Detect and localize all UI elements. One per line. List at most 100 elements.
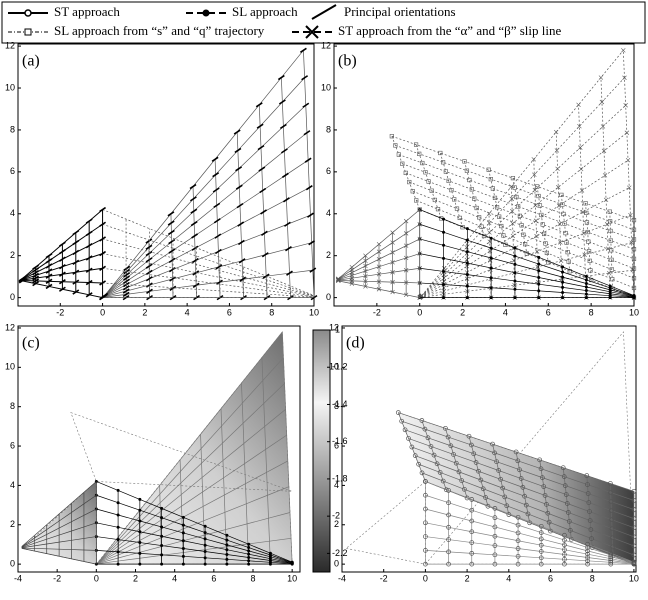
node: [561, 290, 565, 294]
mesh-line: [419, 209, 635, 296]
node: [490, 441, 495, 447]
mesh-line: [103, 132, 308, 297]
node: [122, 291, 130, 298]
y-tick-label: 0: [10, 292, 15, 302]
mesh-line: [96, 512, 291, 565]
mesh-line: [421, 472, 635, 556]
node: [465, 227, 469, 231]
legend-label: SL approach: [232, 4, 298, 19]
node: [578, 166, 584, 172]
node: [537, 289, 541, 293]
node: [32, 275, 40, 281]
node: [540, 222, 545, 227]
mesh-line: [408, 438, 635, 519]
node: [203, 562, 207, 566]
node: [423, 548, 428, 553]
node: [562, 561, 567, 567]
node: [585, 555, 590, 560]
node: [167, 220, 175, 226]
y-tick-label: 0: [334, 559, 339, 569]
node: [441, 279, 447, 284]
node: [72, 249, 80, 256]
node: [631, 256, 637, 261]
mesh-line: [425, 522, 634, 564]
node: [363, 268, 368, 274]
mesh-line: [401, 420, 635, 501]
node: [584, 473, 590, 478]
node: [517, 467, 522, 473]
node: [399, 418, 405, 424]
node: [446, 524, 451, 530]
mesh-line: [609, 211, 613, 289]
mesh-line: [533, 159, 540, 298]
node: [469, 187, 474, 192]
node: [423, 479, 428, 484]
node: [259, 187, 267, 194]
x-tick-label: 0: [423, 573, 428, 583]
node: [562, 542, 567, 548]
node: [58, 249, 66, 255]
node: [417, 266, 422, 271]
node: [608, 558, 614, 563]
node: [535, 184, 540, 189]
node: [181, 554, 185, 558]
x-tick-label: 10: [629, 307, 639, 317]
node: [225, 562, 229, 566]
shaded-region: [70, 412, 293, 492]
mesh-line: [21, 522, 97, 548]
node: [116, 525, 120, 529]
node: [414, 198, 419, 203]
node: [423, 561, 428, 567]
node: [487, 230, 492, 235]
node: [32, 272, 40, 279]
node: [225, 543, 229, 547]
mesh-line: [103, 104, 307, 297]
node: [628, 212, 633, 218]
node: [448, 443, 454, 449]
node: [542, 231, 547, 237]
x-tick-label: -4: [338, 573, 346, 583]
node: [123, 265, 131, 271]
y-tick-label: 8: [10, 401, 15, 411]
node: [502, 494, 508, 500]
node: [609, 508, 614, 513]
node: [442, 217, 446, 221]
mesh-line: [102, 282, 315, 298]
node: [631, 507, 637, 512]
node: [419, 418, 425, 423]
node: [280, 148, 288, 154]
node: [376, 271, 382, 277]
node: [541, 484, 547, 489]
y-tick-label: 10: [329, 362, 339, 372]
node: [452, 197, 457, 202]
node: [422, 426, 428, 432]
node: [459, 478, 465, 483]
x-tick-label: 2: [465, 573, 470, 583]
x-tick-label: 8: [590, 573, 595, 583]
node: [211, 156, 219, 162]
node: [532, 187, 538, 193]
node: [601, 148, 607, 154]
x-tick-label: 2: [133, 573, 138, 583]
node: [469, 507, 475, 513]
node: [213, 218, 221, 224]
y-tick-label: 10: [5, 82, 15, 92]
mesh-line: [405, 172, 635, 260]
node: [99, 280, 107, 286]
x-tick-label: 4: [172, 573, 177, 583]
node: [442, 283, 446, 287]
node: [72, 279, 80, 285]
node: [191, 233, 199, 239]
node: [390, 230, 395, 235]
node: [281, 172, 289, 179]
node: [548, 528, 553, 534]
node: [622, 75, 627, 80]
node: [417, 151, 422, 156]
node: [469, 529, 475, 535]
mesh-line: [21, 494, 97, 548]
node: [425, 435, 431, 441]
node: [545, 510, 551, 516]
mesh-line: [97, 383, 285, 563]
node: [537, 255, 541, 259]
node: [138, 551, 142, 555]
